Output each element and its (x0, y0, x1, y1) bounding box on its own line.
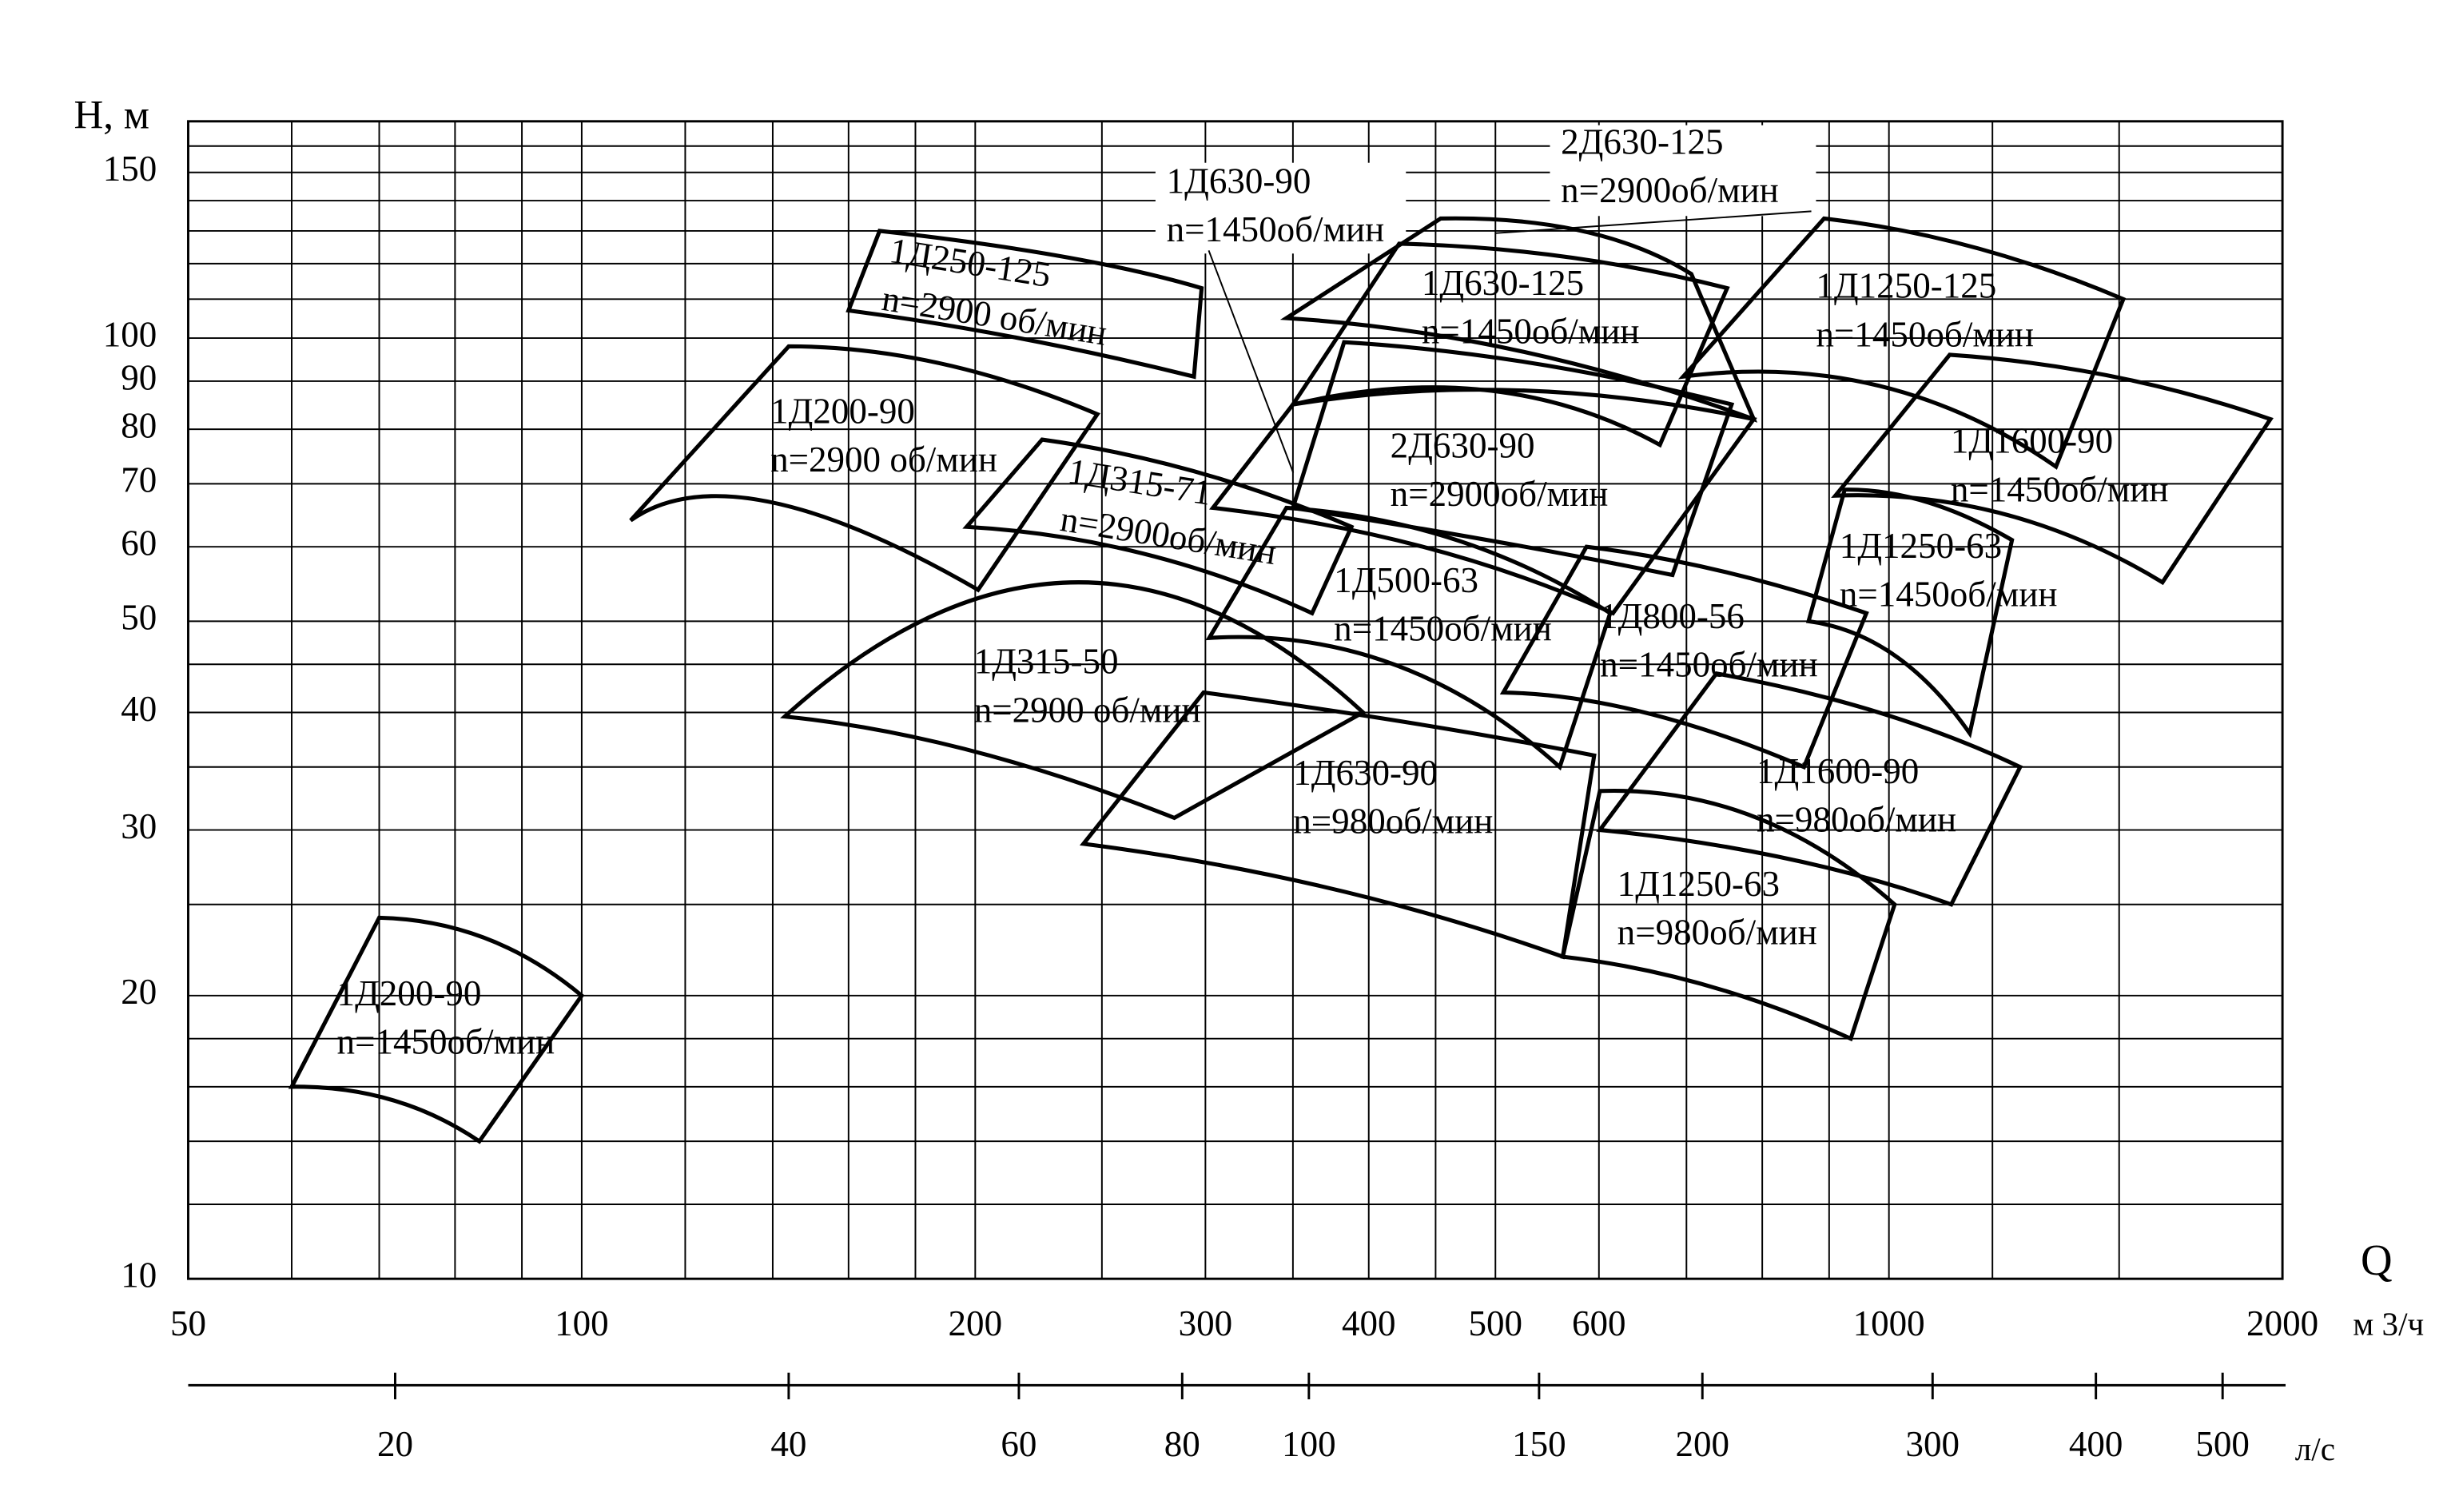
field-speed: n=1450об/мин (1167, 209, 1385, 249)
x-tick-label: 200 (949, 1303, 1003, 1343)
field-name: 1Д800-56 (1600, 596, 1745, 636)
y-axis-label: H, м (74, 94, 149, 138)
field-name: 1Д1250-63 (1617, 864, 1780, 904)
field-speed: n=1450об/мин (1422, 311, 1640, 351)
pump-field (1831, 352, 2274, 586)
x2-tick-label: 20 (377, 1424, 413, 1464)
field-name: 1Д200-90 (770, 391, 915, 431)
field-name: 1Д630-90 (1293, 753, 1438, 793)
x2-tick-label: 300 (1906, 1424, 1960, 1464)
x2-tick-label: 40 (770, 1424, 806, 1464)
field-name: 2Д630-125 (1561, 121, 1723, 161)
x2-tick-label: 200 (1675, 1424, 1729, 1464)
pump-field (1208, 388, 1757, 616)
y-tick-label: 150 (103, 149, 157, 189)
label-backdrop (1155, 162, 1407, 254)
plot-frame (187, 120, 2284, 1280)
pump-field (1677, 216, 2127, 470)
x2-tick-label: 80 (1164, 1424, 1200, 1464)
field-speed: n=2900 об/мин (974, 690, 1201, 730)
field-name: 1Д1600-90 (1951, 421, 2113, 461)
pump-field (780, 580, 1367, 821)
field-speed: n=980об/мин (1617, 913, 1817, 953)
x2-tick-label: 400 (2069, 1424, 2123, 1464)
field-name: 1Д1250-125 (1816, 266, 1996, 306)
pump-field (962, 437, 1355, 616)
x-axis-label: Q (2361, 1235, 2393, 1284)
field-name: 1Д1600-90 (1757, 751, 1919, 791)
x2-tick-label: 60 (1001, 1424, 1037, 1464)
y-tick-label: 40 (121, 689, 157, 729)
field-name: 2Д630-90 (1391, 425, 1535, 465)
x-axis-unit: м 3/ч (2353, 1305, 2424, 1342)
field-speed: n=2900об/мин (1561, 170, 1779, 210)
y-tick-label: 70 (121, 460, 157, 500)
field-name: 1Д630-125 (1422, 263, 1584, 303)
pump-field (1499, 544, 1869, 770)
field-name: 1Д1250-63 (1840, 526, 2002, 566)
y-tick-label: 10 (121, 1255, 157, 1295)
y-tick-label: 90 (121, 357, 157, 397)
field-name: 1Д500-63 (1334, 560, 1478, 600)
pump-field (1805, 487, 2015, 738)
field-name: 1Д315-50 (974, 642, 1119, 682)
pump-field (629, 344, 1100, 593)
field-name: 1Д200-90 (337, 973, 482, 1013)
field-speed: n=1450об/мин (1600, 645, 1818, 685)
pump-field (1279, 216, 1758, 423)
x-tick-label: 50 (170, 1303, 206, 1343)
y-tick-label: 80 (121, 405, 157, 445)
pump-field (846, 229, 1204, 380)
field-speed: n=2900 об/мин (770, 440, 997, 479)
x2-tick-label: 500 (2195, 1424, 2250, 1464)
field-speed: n=1450об/мин (1840, 575, 2058, 615)
field-speed: n=1450об/мин (1951, 469, 2169, 509)
y-tick-label: 60 (121, 523, 157, 563)
pump-field (1288, 241, 1730, 448)
y-tick-label: 50 (121, 598, 157, 638)
field-speed: n=980об/мин (1293, 802, 1493, 842)
x-tick-label: 100 (555, 1303, 609, 1343)
field-speed: n=1450об/мин (337, 1022, 555, 1062)
x2-tick-label: 100 (1282, 1424, 1336, 1464)
x-tick-label: 600 (1572, 1303, 1626, 1343)
x-tick-label: 400 (1342, 1303, 1396, 1343)
x2-tick-label: 150 (1512, 1424, 1566, 1464)
y-tick-label: 30 (121, 806, 157, 846)
field-speed: n=980об/мин (1757, 800, 1956, 840)
x-tick-label: 300 (1179, 1303, 1233, 1343)
field-speed: n=1450об/мин (1334, 609, 1552, 649)
field-name: 1Д630-90 (1167, 161, 1311, 201)
x2-axis-unit: л/с (2295, 1430, 2335, 1467)
field-speed: n=1450об/мин (1816, 314, 2034, 354)
x-tick-label: 1000 (1853, 1303, 1925, 1343)
leader-line (1494, 210, 1812, 234)
field-speed: n=2900об/мин (1391, 474, 1609, 514)
pump-field (1596, 670, 2023, 907)
label-backdrop (1550, 125, 1816, 217)
fields: 1Д200-90 n=1450об/мин 1Д200-90 n=2900 об/ми… (288, 121, 2274, 1144)
pump-field (1560, 788, 1897, 1042)
x-tick-label: 2000 (2246, 1303, 2318, 1343)
pump-field (288, 915, 585, 1144)
leader-line (1208, 250, 1295, 473)
y-tick-label: 20 (121, 972, 157, 1012)
x-tick-label: 500 (1468, 1303, 1522, 1343)
y-tick-label: 100 (103, 314, 157, 354)
